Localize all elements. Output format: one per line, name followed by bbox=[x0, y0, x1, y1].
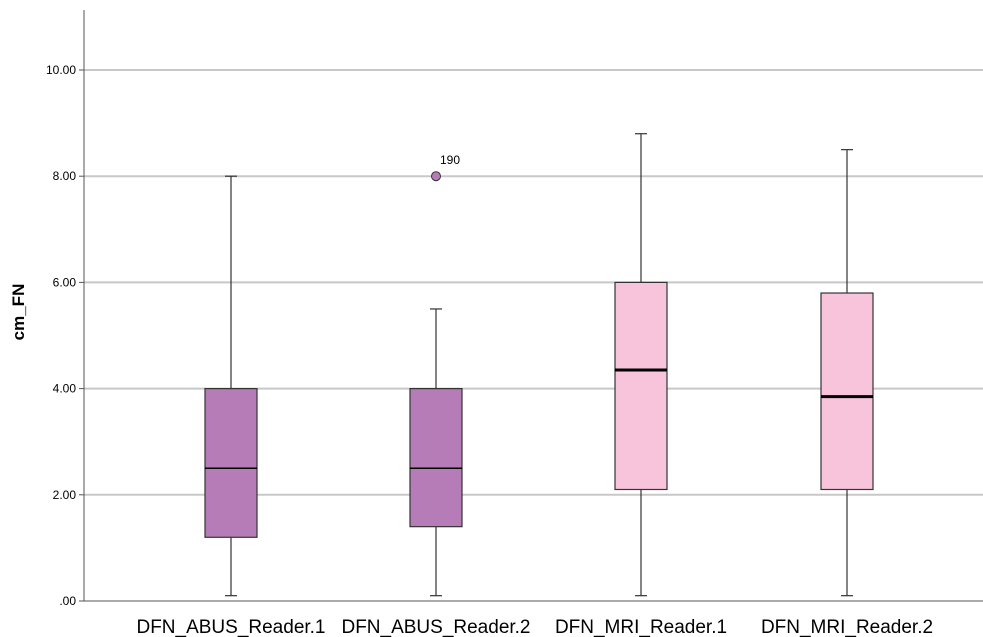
x-category-label: DFN_ABUS_Reader.2 bbox=[341, 617, 530, 637]
x-category-label: DFN_MRI_Reader.2 bbox=[761, 617, 933, 637]
box-group: 190 bbox=[409, 153, 463, 597]
boxes: 190 bbox=[204, 133, 874, 597]
iqr-box bbox=[614, 281, 668, 491]
y-tick-label: 6.00 bbox=[53, 275, 77, 289]
box-group bbox=[614, 133, 668, 597]
outlier-point bbox=[431, 171, 441, 182]
iqr-box bbox=[820, 292, 874, 491]
y-tick-label: 4.00 bbox=[53, 382, 77, 396]
y-tick-label: 10.00 bbox=[46, 63, 76, 77]
x-category-label: DFN_ABUS_Reader.1 bbox=[136, 617, 325, 637]
x-category-label: DFN_MRI_Reader.1 bbox=[555, 617, 727, 637]
box-group bbox=[820, 149, 874, 597]
y-tick-labels: .00 2.00 4.00 6.00 8.00 10.00 bbox=[46, 63, 84, 608]
box-group bbox=[204, 175, 258, 597]
iqr-box bbox=[409, 388, 463, 528]
outlier-label: 190 bbox=[440, 153, 460, 167]
y-tick-label: .00 bbox=[59, 594, 76, 608]
x-category-labels: DFN_ABUS_Reader.1 DFN_ABUS_Reader.2 DFN_MR… bbox=[136, 617, 933, 637]
y-tick-label: 2.00 bbox=[53, 488, 77, 502]
axes bbox=[83, 10, 983, 602]
y-tick-label: 8.00 bbox=[53, 169, 77, 183]
iqr-box bbox=[204, 388, 258, 538]
y-axis-title: cm_FN bbox=[9, 284, 28, 341]
